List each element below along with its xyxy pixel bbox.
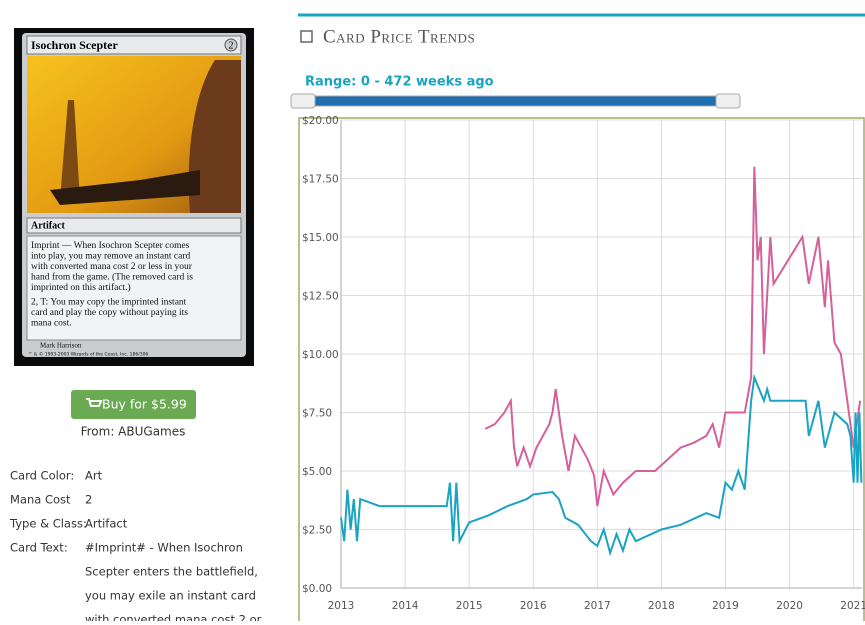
card-text-line: with converted mana cost 2 or — [85, 613, 262, 622]
card-name: Isochron Scepter — [31, 38, 118, 52]
detail-value: 2 — [85, 493, 92, 507]
card-rules-line: 2, T: You may copy the imprinted instant — [31, 298, 187, 308]
card-rules-line: into play, you may remove an instant car… — [31, 252, 191, 262]
x-tick-label: 2017 — [584, 600, 611, 612]
detail-value: #Imprint# - When Isochron — [85, 541, 243, 555]
card-footer: ™ & © 1993-2003 Wizards of the Coast, In… — [28, 351, 148, 358]
detail-label: Type & Class: — [9, 517, 87, 531]
price-line — [340, 373, 863, 557]
art-figure — [188, 60, 241, 213]
detail-label: Card Color: — [10, 469, 74, 483]
x-tick-label: 2020 — [776, 600, 803, 612]
y-tick-label: $12.50 — [302, 291, 339, 303]
mana-symbol — [224, 38, 238, 52]
buy-source: From: ABUGames — [81, 425, 186, 439]
y-tick-label: $15.00 — [302, 232, 339, 244]
x-tick-label: 2015 — [456, 600, 483, 612]
card-rules-line: card and play the copy without paying it… — [31, 308, 188, 318]
card-rules-line: hand from the game. (The removed card is — [31, 272, 193, 283]
card-name-bar — [26, 35, 242, 55]
y-tick-label: $17.50 — [302, 174, 339, 186]
detail-value: Artifact — [85, 517, 128, 531]
detail-label: Card Text: — [10, 541, 68, 555]
x-tick-label: 2018 — [648, 600, 675, 612]
x-tick-label: 2019 — [712, 600, 739, 612]
card-rules-line: imprinted on this artifact.) — [31, 282, 131, 293]
y-tick-label: $2.50 — [302, 525, 332, 537]
card-type-bar — [26, 217, 242, 234]
range-handle-start[interactable] — [290, 93, 316, 109]
art-scepter — [60, 100, 80, 200]
range-slider-track[interactable] — [290, 95, 740, 107]
price-line — [484, 166, 862, 507]
card-artist: Mark Harrison — [40, 342, 82, 350]
y-tick-label: $20.00 — [302, 115, 339, 127]
x-tick-label: 2014 — [392, 600, 419, 612]
y-tick-label: $0.00 — [302, 583, 332, 595]
card-rules-line: Imprint — When Isochron Scepter comes — [31, 241, 190, 251]
card-type: Artifact — [31, 220, 66, 231]
card-text-line: you may exile an instant card — [85, 589, 256, 603]
calendar-icon — [300, 30, 313, 43]
range-handle-end[interactable] — [715, 93, 741, 109]
detail-label: Mana Cost — [10, 493, 71, 507]
chart-frame — [298, 117, 865, 624]
card-text-line: Scepter enters the battlefield, — [85, 565, 258, 579]
y-tick-label: $5.00 — [302, 466, 332, 478]
y-tick-label: $7.50 — [302, 408, 332, 420]
x-tick-label: 2016 — [520, 600, 547, 612]
x-tick-label: 2013 — [328, 600, 355, 612]
y-tick-label: $10.00 — [302, 349, 339, 361]
buy-label[interactable]: Buy for $5.99 — [102, 397, 187, 412]
cart-icon — [86, 398, 103, 407]
card-textbox — [26, 235, 242, 341]
card-rules-line: mana cost. — [31, 319, 72, 329]
art-arm — [50, 170, 200, 205]
detail-value: Art — [85, 469, 103, 483]
x-tick-label: 2021 — [840, 600, 865, 612]
chart: $0.00 $2.50 $5.00 $7.50 $10.00 $12.50 $15.00 $1… — [302, 115, 865, 612]
buy-button[interactable] — [71, 390, 196, 419]
range-label: Range: 0 - 472 weeks ago — [305, 75, 494, 90]
section-title: Card Price Trends — [323, 26, 475, 47]
card-mana: 2 — [229, 40, 234, 51]
card-rules-line: with converted mana cost 2 or less in yo… — [31, 262, 193, 272]
